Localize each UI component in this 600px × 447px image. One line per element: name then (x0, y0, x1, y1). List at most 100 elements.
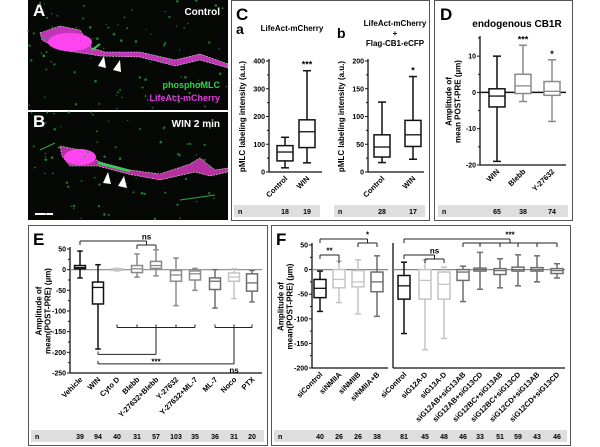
punctum (225, 85, 227, 88)
box (169, 269, 183, 282)
y-axis-label: mean(POST-PRE) (µm) (44, 268, 53, 354)
box (514, 73, 532, 95)
y-axis-label: pMLC labeling intensity (a.u.) (238, 61, 247, 172)
y-tick-label: -100 (294, 316, 308, 323)
punctum (112, 32, 116, 36)
box (298, 119, 316, 149)
punctum (175, 0, 179, 3)
box (208, 277, 222, 291)
punctum (114, 146, 117, 149)
n-value: 40 (316, 434, 324, 441)
box (373, 134, 391, 158)
punctum (195, 154, 197, 156)
box (351, 269, 365, 288)
y-axis-label: Amplitude of (35, 286, 44, 335)
punctum (57, 146, 60, 149)
punctum (146, 98, 149, 101)
punctum (119, 88, 122, 91)
y-axis-label: mean POST-PRE (µm) (454, 60, 463, 143)
punctum (184, 75, 187, 79)
n-value: 94 (94, 434, 102, 441)
n-label: n (278, 434, 282, 441)
micrograph-b (28, 112, 229, 220)
punctum (76, 148, 79, 150)
punctum (42, 37, 46, 40)
n-value: 81 (400, 434, 408, 441)
punctum (28, 44, 31, 47)
x-tick-label: WIN (485, 167, 502, 184)
punctum (30, 109, 32, 111)
chart-title: LifeAct-mCherry (364, 19, 427, 28)
n-value: 74 (548, 209, 556, 216)
punctum (50, 156, 54, 159)
scale-bar (35, 213, 53, 215)
punctum (83, 155, 87, 158)
punctum (151, 106, 154, 109)
y-tick-label: 0 (304, 267, 308, 274)
punctum (47, 35, 50, 38)
box-win (91, 263, 105, 350)
box-win (298, 69, 316, 164)
box-ml-7 (208, 268, 222, 309)
n-value: 19 (303, 209, 311, 216)
significance-bracket: ns (97, 324, 253, 375)
y-tick-label: -50 (298, 292, 308, 299)
punctum (179, 217, 181, 220)
bracket-label: *** (151, 357, 161, 366)
box-sig12cd-sig13ab (530, 255, 544, 283)
punctum (126, 27, 129, 30)
y-tick-label: 0 (360, 170, 364, 177)
punctum (91, 38, 93, 40)
punctum (188, 91, 191, 95)
n-value: 46 (553, 434, 561, 441)
punctum (50, 12, 53, 15)
punctum (46, 111, 49, 114)
x-tick-label: WIN (295, 174, 312, 191)
chart-title: + (393, 29, 398, 38)
y-tick-label: -50 (56, 288, 66, 295)
punctum (171, 95, 175, 98)
n-row (334, 205, 425, 217)
y-axis-label: mean(POST-PRE) (µm) (286, 263, 295, 349)
chart-title: endogenous CB1R (472, 19, 562, 30)
n-value: 65 (493, 209, 501, 216)
punctum (198, 82, 202, 86)
significance-bracket: ns (79, 233, 157, 249)
punctum (103, 155, 106, 158)
y-tick-label: -20 (466, 163, 476, 170)
panel-letter: F (276, 230, 286, 249)
punctum (44, 155, 46, 158)
box (404, 119, 422, 148)
y-axis-label: Amplitude of (445, 77, 454, 126)
n-row (438, 205, 568, 217)
punctum (32, 32, 35, 35)
box-cyto-d (110, 267, 124, 272)
y-tick-label: 0 (261, 170, 265, 177)
x-tick-label: siControl (295, 370, 325, 400)
y-tick-label: -10 (466, 126, 476, 133)
n-label: n (35, 434, 39, 441)
punctum (43, 3, 45, 5)
punctum (195, 201, 198, 203)
punctum (135, 177, 137, 179)
punctum (206, 86, 209, 89)
punctum (91, 113, 94, 116)
n-row (390, 430, 567, 442)
n-value: 51 (496, 434, 504, 441)
punctum (40, 52, 42, 54)
box (456, 268, 470, 282)
x-tick-label: Noco (219, 375, 239, 395)
significance-bracket: *** (403, 231, 558, 247)
box-y-27632-ml-7 (188, 267, 202, 292)
significance-bracket: ** (319, 247, 340, 263)
n-value: 103 (170, 434, 182, 441)
n-value: 31 (133, 434, 141, 441)
n-value: 36 (211, 434, 219, 441)
punctum (119, 52, 121, 55)
box-sig13a-d (437, 266, 451, 340)
n-label: n (338, 209, 342, 216)
punctum (32, 145, 35, 148)
punctum (221, 7, 224, 10)
